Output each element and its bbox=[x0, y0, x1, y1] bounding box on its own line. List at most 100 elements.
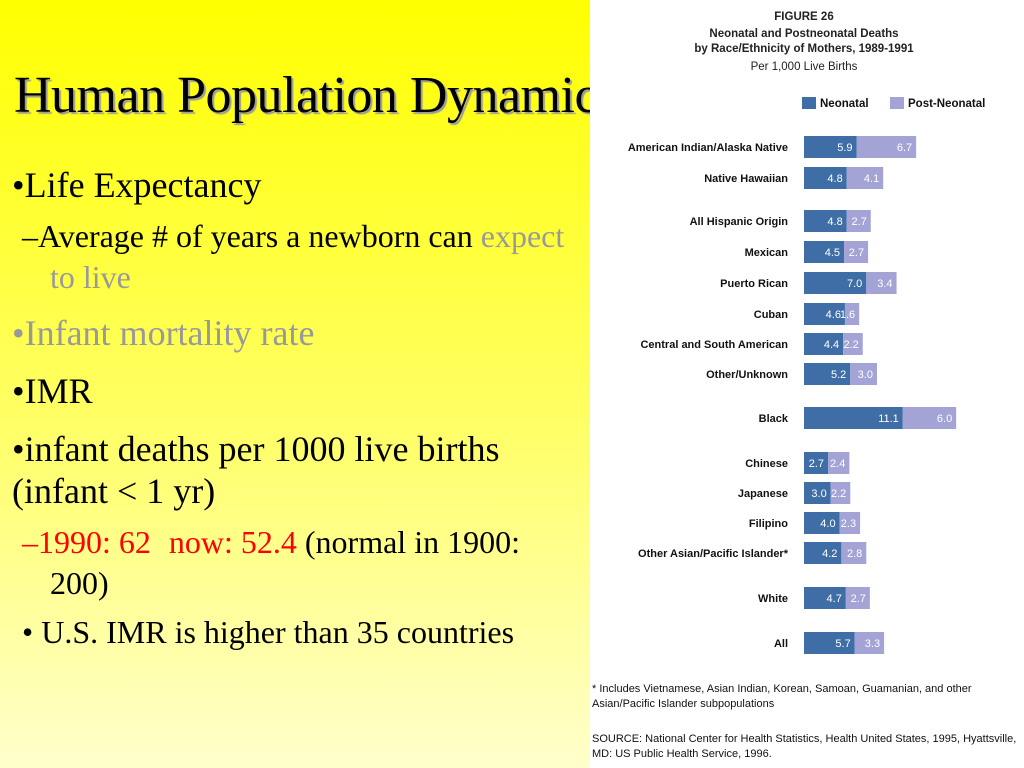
value-label-neonatal-other-asian-pacific-islander: 4.2 bbox=[822, 548, 837, 560]
bar-neonatal-all bbox=[804, 632, 855, 654]
imr-now: now: 52.4 bbox=[168, 524, 297, 560]
bar-neonatal-black bbox=[804, 407, 903, 429]
bar-post-neonatal-mexican bbox=[844, 241, 869, 263]
bar-neonatal-american-indian-alaska-native bbox=[804, 136, 857, 158]
legend-swatch-neonatal bbox=[802, 97, 816, 109]
figure-footnote: * Includes Vietnamese, Asian Indian, Kor… bbox=[592, 683, 972, 710]
bar-post-neonatal-all bbox=[854, 632, 885, 654]
category-label-central-and-south-american: Central and South American bbox=[640, 339, 788, 351]
bar-neonatal-native-hawaiian bbox=[804, 167, 847, 189]
bar-post-neonatal-puerto-rican bbox=[866, 272, 897, 294]
stacked-bar-chart: FIGURE 26 Neonatal and Postneonatal Deat… bbox=[628, 11, 985, 654]
value-label-post-neonatal-all-hispanic-origin: 2.7 bbox=[851, 216, 866, 228]
figure-source: SOURCE: National Center for Health Stati… bbox=[592, 733, 1017, 760]
value-label-post-neonatal-white: 2.7 bbox=[851, 593, 866, 605]
value-label-post-neonatal-puerto-rican: 3.4 bbox=[877, 278, 892, 290]
legend-swatch-post-neonatal bbox=[890, 97, 904, 109]
bullet-imr-definition: •infant deaths per 1000 live births (inf… bbox=[12, 429, 500, 511]
value-label-neonatal-puerto-rican: 7.0 bbox=[847, 278, 862, 290]
value-label-post-neonatal-other-unknown: 3.0 bbox=[858, 369, 873, 381]
legend-label-neonatal: Neonatal bbox=[820, 98, 869, 110]
category-label-white: White bbox=[758, 593, 788, 605]
bar-post-neonatal-japanese bbox=[830, 482, 851, 504]
bar-post-neonatal-other-unknown bbox=[850, 363, 877, 385]
category-label-puerto-rican: Puerto Rican bbox=[720, 278, 788, 290]
bar-post-neonatal-chinese bbox=[828, 452, 850, 474]
bar-neonatal-puerto-rican bbox=[804, 272, 867, 294]
value-label-neonatal-mexican: 4.5 bbox=[825, 247, 840, 259]
value-label-neonatal-all-hispanic-origin: 4.8 bbox=[827, 216, 842, 228]
value-label-neonatal-other-unknown: 5.2 bbox=[831, 369, 846, 381]
bar-post-neonatal-white bbox=[845, 587, 870, 609]
definition-text: –Average # of years a newborn can bbox=[22, 218, 481, 254]
bar-neonatal-filipino bbox=[804, 512, 840, 534]
category-label-mexican: Mexican bbox=[745, 247, 789, 259]
bar-neonatal-japanese bbox=[804, 482, 831, 504]
category-label-native-hawaiian: Native Hawaiian bbox=[704, 173, 788, 185]
chart-bars: American Indian/Alaska Native 5.9 6.7 Nativ… bbox=[628, 136, 957, 654]
imr-1900-note: (normal in 1900: 200) bbox=[50, 524, 520, 601]
bar-neonatal-cuban bbox=[804, 303, 845, 325]
bullet-imr: •IMR bbox=[12, 371, 93, 411]
bar-post-neonatal-central-and-south-american bbox=[843, 333, 863, 355]
value-label-post-neonatal-mexican: 2.7 bbox=[849, 247, 864, 259]
value-label-post-neonatal-central-and-south-american: 2.2 bbox=[843, 339, 858, 351]
bar-post-neonatal-filipino bbox=[839, 512, 861, 534]
bullet-us-imr: • U.S. IMR is higher than 35 countries bbox=[22, 614, 515, 650]
value-label-neonatal-chinese: 2.7 bbox=[809, 458, 824, 470]
figure-panel: FIGURE 26 Neonatal and Postneonatal Deat… bbox=[590, 0, 1024, 768]
value-label-post-neonatal-cuban: 1.6 bbox=[840, 309, 855, 321]
bar-neonatal-mexican bbox=[804, 241, 845, 263]
bar-neonatal-other-asian-pacific-islander bbox=[804, 542, 842, 564]
bar-post-neonatal-cuban bbox=[844, 303, 860, 325]
category-label-other-asian-pacific-islander: Other Asian/Pacific Islander* bbox=[638, 548, 789, 560]
bullet-imr-values: –1990: 62 now: 52.4 (normal in 1900: 200) bbox=[22, 522, 572, 604]
value-label-post-neonatal-other-asian-pacific-islander: 2.8 bbox=[847, 548, 862, 560]
bar-post-neonatal-american-indian-alaska-native bbox=[856, 136, 917, 158]
bullet-list: •Life Expectancy –Average # of years a n… bbox=[12, 164, 572, 667]
definition-highlight: expect to live bbox=[50, 218, 565, 295]
bar-neonatal-central-and-south-american bbox=[804, 333, 844, 355]
value-label-neonatal-cuban: 4.6 bbox=[826, 309, 841, 321]
bullet-life-expectancy: •Life Expectancy bbox=[12, 165, 262, 205]
figure-subtitle: Per 1,000 Live Births bbox=[751, 61, 858, 73]
bar-post-neonatal-other-asian-pacific-islander bbox=[841, 542, 867, 564]
bar-neonatal-other-unknown bbox=[804, 363, 851, 385]
imr-1990: –1990: 62 bbox=[22, 524, 151, 560]
value-label-neonatal-central-and-south-american: 4.4 bbox=[824, 339, 839, 351]
value-label-neonatal-native-hawaiian: 4.8 bbox=[827, 173, 842, 185]
category-label-filipino: Filipino bbox=[749, 518, 788, 530]
value-label-neonatal-japanese: 3.0 bbox=[811, 488, 826, 500]
value-label-post-neonatal-american-indian-alaska-native: 6.7 bbox=[897, 142, 912, 154]
legend-label-post-neonatal: Post-Neonatal bbox=[908, 98, 985, 110]
category-label-all-hispanic-origin: All Hispanic Origin bbox=[690, 216, 789, 228]
value-label-neonatal-all: 5.7 bbox=[835, 638, 850, 650]
category-label-chinese: Chinese bbox=[745, 458, 788, 470]
category-label-other-unknown: Other/Unknown bbox=[706, 369, 788, 381]
bar-neonatal-white bbox=[804, 587, 846, 609]
value-label-neonatal-filipino: 4.0 bbox=[820, 518, 835, 530]
value-label-post-neonatal-black: 6.0 bbox=[937, 413, 952, 425]
value-label-post-neonatal-filipino: 2.3 bbox=[841, 518, 856, 530]
bar-neonatal-all-hispanic-origin bbox=[804, 210, 847, 232]
category-label-black: Black bbox=[759, 413, 789, 425]
value-label-post-neonatal-all: 3.3 bbox=[865, 638, 880, 650]
category-label-all: All bbox=[774, 638, 788, 650]
value-label-post-neonatal-native-hawaiian: 4.1 bbox=[864, 173, 879, 185]
value-label-post-neonatal-japanese: 2.2 bbox=[831, 488, 846, 500]
category-label-japanese: Japanese bbox=[738, 488, 788, 500]
bar-post-neonatal-black bbox=[902, 407, 957, 429]
figure-title-line1: Neonatal and Postneonatal Deaths bbox=[709, 28, 898, 40]
category-label-american-indian-alaska-native: American Indian/Alaska Native bbox=[628, 142, 788, 154]
bar-post-neonatal-all-hispanic-origin bbox=[846, 210, 871, 232]
bar-post-neonatal-native-hawaiian bbox=[846, 167, 884, 189]
bullet-infant-mortality-rate: •Infant mortality rate bbox=[12, 313, 315, 353]
category-label-cuban: Cuban bbox=[754, 309, 789, 321]
value-label-neonatal-american-indian-alaska-native: 5.9 bbox=[837, 142, 852, 154]
bar-neonatal-chinese bbox=[804, 452, 829, 474]
bullet-life-expectancy-definition: –Average # of years a newborn can expect… bbox=[22, 216, 572, 298]
slide-title: Human Population Dynamics bbox=[14, 67, 617, 124]
value-label-neonatal-white: 4.7 bbox=[827, 593, 842, 605]
figure-label: FIGURE 26 bbox=[774, 11, 833, 23]
value-label-neonatal-black: 11.1 bbox=[878, 413, 899, 425]
